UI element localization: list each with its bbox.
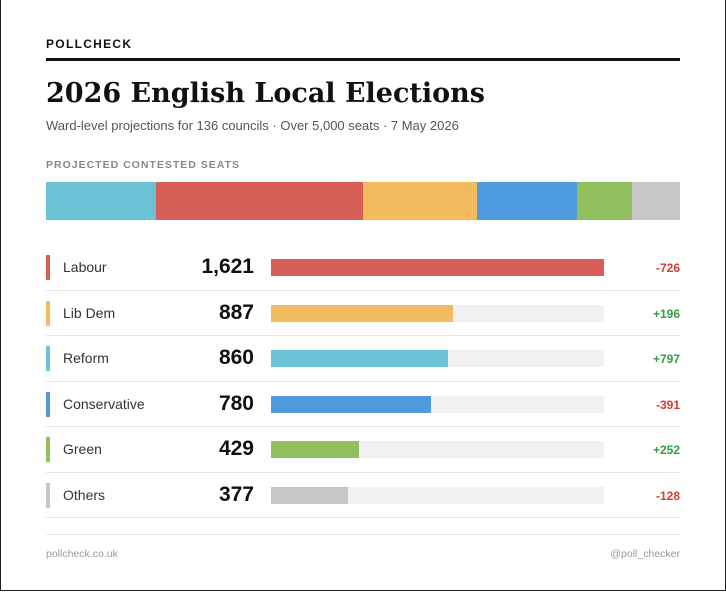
seat-change-label: +797 bbox=[652, 352, 680, 366]
seat-count-label: 780 bbox=[218, 391, 254, 415]
party-color-swatch bbox=[46, 255, 50, 280]
party-color-swatch bbox=[46, 437, 50, 462]
party-row-labour: Labour 1,621 -726 bbox=[46, 245, 680, 291]
bar-track bbox=[271, 441, 604, 458]
party-color-swatch bbox=[46, 391, 50, 417]
bar-green bbox=[271, 441, 360, 458]
stack-segment-lib-dem bbox=[363, 182, 477, 220]
seat-count-label: 377 bbox=[218, 482, 254, 506]
bar-track bbox=[271, 350, 604, 367]
seat-count-label: 1,621 bbox=[201, 255, 254, 278]
seat-count-label: 860 bbox=[218, 346, 254, 369]
seat-change-label: +196 bbox=[652, 306, 680, 321]
footer-handle: @poll_checker bbox=[610, 548, 680, 560]
party-row-reform: Reform 860 +797 bbox=[46, 336, 680, 382]
seat-change-label: -128 bbox=[655, 488, 680, 503]
party-color-swatch bbox=[46, 300, 50, 326]
party-color-swatch bbox=[46, 482, 50, 508]
party-name: Green bbox=[63, 441, 102, 457]
party-name: Others bbox=[63, 486, 106, 503]
bar-track bbox=[271, 486, 604, 504]
bar-reform bbox=[271, 350, 448, 367]
bar-lib-dem bbox=[271, 304, 454, 322]
party-rows: Labour 1,621 -726 Lib Dem 887 +196 Reform 860 +7… bbox=[46, 245, 680, 518]
stack-segment-others bbox=[631, 182, 680, 220]
bar-others bbox=[271, 486, 349, 504]
stack-segment-green bbox=[576, 182, 632, 220]
party-color-swatch bbox=[46, 346, 50, 371]
bar-track bbox=[271, 304, 604, 322]
party-row-lib-dem: Lib Dem 887 +196 bbox=[46, 291, 680, 336]
seat-change-label: -726 bbox=[655, 261, 680, 275]
stack-segment-conservative bbox=[477, 182, 577, 220]
header-rule bbox=[46, 58, 680, 61]
bar-track bbox=[271, 395, 604, 413]
party-name: Conservative bbox=[63, 395, 145, 412]
party-row-green: Green 429 +252 bbox=[46, 427, 680, 473]
bar-labour bbox=[271, 259, 604, 276]
bar-track bbox=[271, 259, 604, 276]
bar-conservative bbox=[271, 395, 432, 413]
section-label: PROJECTED CONTESTED SEATS bbox=[46, 159, 240, 171]
footer-site: pollcheck.co.uk bbox=[46, 548, 118, 560]
stack-segment-labour bbox=[156, 182, 364, 220]
party-row-others: Others 377 -128 bbox=[46, 473, 680, 518]
page-title: 2026 English Local Elections bbox=[46, 78, 485, 109]
footer-rule bbox=[46, 534, 680, 535]
party-name: Lib Dem bbox=[63, 304, 116, 321]
party-name: Labour bbox=[63, 259, 107, 275]
seat-count-label: 887 bbox=[218, 300, 254, 324]
seat-count-label: 429 bbox=[218, 437, 254, 460]
seat-change-label: -391 bbox=[655, 397, 680, 412]
party-name: Reform bbox=[63, 350, 109, 366]
stack-segment-reform bbox=[46, 182, 157, 220]
page-subtitle: Ward-level projections for 136 councils … bbox=[46, 118, 459, 133]
party-row-conservative: Conservative 780 -391 bbox=[46, 382, 680, 427]
brand-label: POLLCHECK bbox=[46, 37, 133, 51]
seat-change-label: +252 bbox=[652, 443, 680, 457]
stacked-seat-bar bbox=[46, 182, 680, 220]
